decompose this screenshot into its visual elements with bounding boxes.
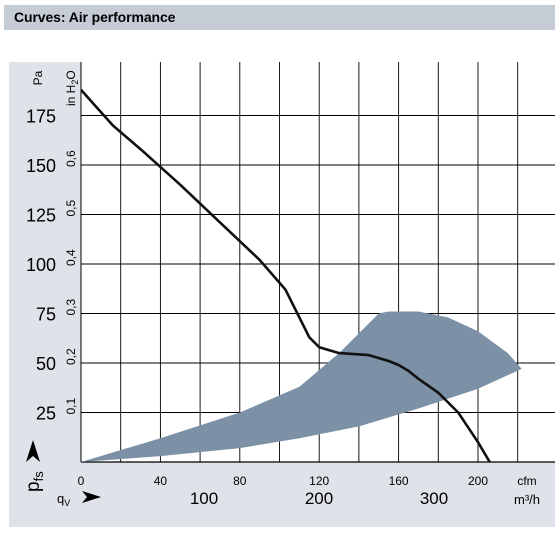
x-tick-label-cfm: 160 <box>389 474 409 488</box>
y-tick-label-pa: 75 <box>36 305 56 325</box>
chart-panel: 0 40 80 120 160 200 cfm 25 50 75 100 125 150 175 Pa 0,1… <box>9 62 555 527</box>
y-axis-label: pfs <box>23 471 46 492</box>
performance-curve-series <box>81 88 492 462</box>
y-tick-label-inh2o: 0,4 <box>64 249 78 266</box>
x-tick-label-cfm: 120 <box>309 474 329 488</box>
y-axis-unit-inh2o: in H2O <box>64 70 80 106</box>
x-axis-unit-m3h: m³/h <box>514 492 540 507</box>
x-tick-label-cfm: 40 <box>154 474 168 488</box>
y-tick-label-inh2o: 0,1 <box>64 397 78 414</box>
y-tick-label-pa: 175 <box>26 107 56 127</box>
air-performance-chart: 0 40 80 120 160 200 cfm 25 50 75 100 125 150 175 Pa 0,1… <box>23 62 555 508</box>
x-tick-label-m3h: 300 <box>420 489 448 508</box>
y-axis-label-group: pfs <box>23 440 46 492</box>
y-tick-label-inh2o: 0,3 <box>64 298 78 315</box>
title-bar: Curves: Air performance <box>4 5 555 30</box>
y-tick-label-inh2o: 0,6 <box>64 150 78 167</box>
x-tick-label-cfm: 0 <box>78 474 85 488</box>
y-axis-unit-pa: Pa <box>31 70 45 85</box>
y-tick-label-inh2o: 0,5 <box>64 199 78 216</box>
y-tick-label-pa: 150 <box>26 156 56 176</box>
y-tick-label-pa: 25 <box>36 404 56 424</box>
x-tick-label-cfm: 80 <box>233 474 247 488</box>
x-tick-label-m3h: 100 <box>190 489 218 508</box>
y-tick-label-pa: 50 <box>36 354 56 374</box>
y-tick-label-pa: 125 <box>26 206 56 226</box>
x-tick-label-cfm: 200 <box>468 474 488 488</box>
chart-title: Curves: Air performance <box>14 9 176 25</box>
x-axis-unit-cfm: cfm <box>517 474 536 488</box>
y-axis-arrow-icon <box>26 440 40 462</box>
x-tick-label-m3h: 200 <box>305 489 333 508</box>
y-tick-label-inh2o: 0,2 <box>64 348 78 365</box>
shaded-operating-region <box>81 311 522 462</box>
y-tick-label-pa: 100 <box>26 255 56 275</box>
x-axis-arrow-icon <box>82 491 101 503</box>
x-axis-secondary-label: qV <box>57 491 70 508</box>
